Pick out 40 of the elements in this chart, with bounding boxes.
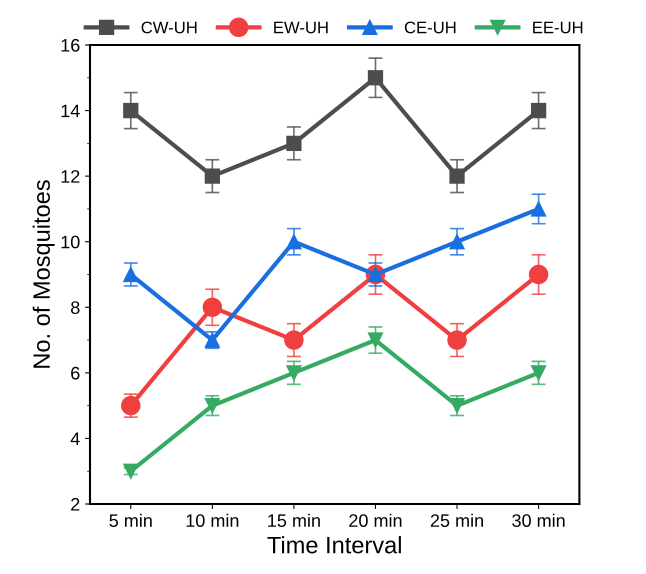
y-tick-label: 10 [62, 236, 80, 248]
y-tick-label: 14 [62, 104, 80, 118]
y-tick-label: 6 [71, 366, 80, 380]
y-tick-label: 2 [71, 498, 80, 511]
point [530, 365, 546, 380]
y-tick-label: 16 [62, 38, 80, 52]
point [449, 234, 465, 250]
legend-label: EE-UH [533, 22, 582, 34]
point [286, 365, 302, 380]
point [286, 234, 302, 250]
y-axis-title: No. of Mosquitoes [32, 180, 55, 368]
point [449, 398, 465, 414]
x-axis-title: Time Interval [267, 536, 401, 554]
legend-label: CE-UH [404, 22, 456, 34]
x-tick-label: 30 min [512, 514, 565, 527]
y-tick-label: 4 [70, 432, 80, 445]
x-tick-label: 25 min [430, 514, 483, 527]
point [286, 136, 302, 151]
x-tick-label: 10 min [186, 514, 238, 527]
legend-label: EW-UH [274, 22, 328, 34]
legend-label: CW-UH [142, 22, 196, 34]
x-tick-label: 20 min [349, 514, 402, 527]
point [528, 264, 548, 284]
x-tick-label: 15 min [268, 514, 320, 527]
point [368, 70, 384, 86]
y-tick-label: 12 [62, 170, 80, 183]
y-tick-label: 8 [71, 301, 80, 314]
point [123, 464, 138, 479]
point [284, 330, 304, 350]
point [530, 102, 546, 118]
point [449, 168, 465, 184]
point [447, 330, 467, 350]
point [368, 332, 384, 348]
x-tick-label: 5 min [109, 514, 152, 527]
point [123, 266, 138, 282]
point [204, 168, 220, 184]
point [202, 298, 222, 318]
point [123, 102, 138, 118]
point [530, 201, 546, 217]
point [204, 398, 220, 414]
